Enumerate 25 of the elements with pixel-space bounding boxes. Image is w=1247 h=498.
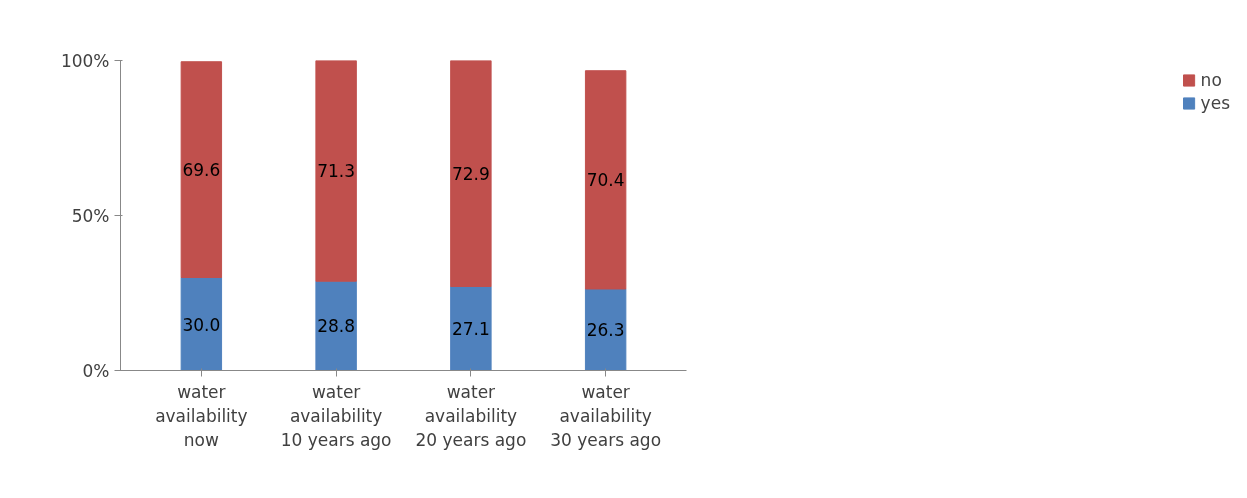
data-label: 72.9 (451, 163, 490, 184)
x-tick-label: water availability 30 years ago (550, 381, 662, 450)
data-label: 26.3 (586, 320, 625, 341)
bar (180, 277, 223, 371)
data-label: 28.8 (317, 316, 356, 337)
bar (584, 70, 627, 290)
data-label: 70.4 (586, 170, 625, 191)
legend-label: no (1200, 70, 1222, 90)
bar (315, 60, 357, 282)
x-tick-label: water availability now (155, 381, 248, 450)
bar (450, 60, 492, 287)
bar (450, 285, 492, 371)
bar (315, 280, 357, 371)
legend-label: yes (1200, 93, 1230, 113)
data-label: 30.0 (182, 314, 221, 335)
y-tick-label: 50% (71, 205, 110, 226)
bar (180, 61, 223, 278)
data-label: 71.3 (317, 161, 356, 182)
y-tick-label: 100% (60, 50, 110, 71)
x-tick-label: water availability 10 years ago (280, 381, 392, 450)
bar (584, 288, 627, 371)
data-label: 27.1 (451, 318, 490, 339)
x-tick-label: water availability 20 years ago (415, 381, 527, 450)
y-tick-label: 0% (82, 360, 110, 381)
data-label: 69.6 (182, 160, 221, 181)
